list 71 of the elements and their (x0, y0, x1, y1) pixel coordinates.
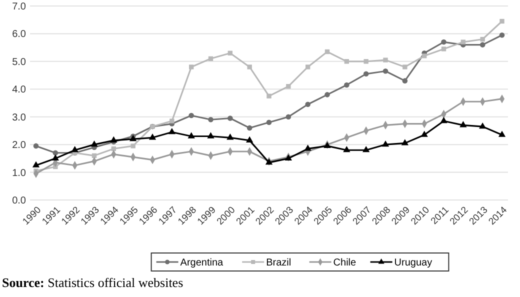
point (71, 146, 78, 152)
point (441, 46, 446, 52)
point (441, 39, 446, 45)
y-tick-label: 4.0 (12, 84, 26, 96)
point (498, 130, 506, 137)
point (188, 112, 194, 118)
point (52, 150, 58, 156)
y-tick-label: 6.0 (12, 29, 26, 40)
legend-label: Uruguay (394, 258, 432, 268)
point (286, 84, 291, 89)
point (304, 144, 312, 151)
point (228, 116, 233, 121)
point (305, 64, 310, 70)
point (362, 146, 370, 152)
point (383, 58, 388, 62)
point (52, 154, 59, 160)
point (402, 78, 408, 84)
y-tick-label: 0.0 (12, 196, 26, 206)
point (382, 140, 390, 147)
point (324, 92, 330, 98)
y-tick-label: 2.0 (12, 140, 26, 152)
point (130, 144, 136, 148)
point (344, 59, 350, 64)
point (305, 102, 310, 108)
point (226, 134, 234, 140)
point (420, 130, 428, 137)
y-tick-label: 3.0 (12, 112, 26, 124)
point (130, 134, 137, 142)
point (208, 116, 214, 122)
point (168, 128, 176, 134)
point (266, 120, 272, 126)
point (344, 82, 350, 88)
point (480, 36, 485, 42)
point (480, 42, 486, 48)
source-note: Source: Statistics official websites (2, 275, 184, 290)
y-tick-label: 7.0 (12, 2, 26, 12)
point (382, 68, 388, 74)
point (479, 122, 486, 129)
point (286, 114, 292, 120)
point (324, 49, 330, 54)
point (170, 118, 174, 124)
point (343, 146, 350, 152)
point (32, 161, 40, 168)
legend-label: Brazil (266, 258, 292, 268)
point (440, 116, 448, 124)
point (188, 64, 194, 70)
point (402, 64, 408, 70)
point (499, 32, 505, 38)
y-tick-label: 5.0 (12, 56, 26, 68)
point (363, 71, 369, 77)
point (110, 136, 118, 142)
point (148, 134, 156, 140)
point (422, 54, 427, 58)
y-tick-label: 1.0 (12, 168, 26, 179)
point (33, 143, 39, 149)
point (247, 64, 252, 70)
point (188, 132, 195, 138)
point (246, 136, 254, 142)
point (401, 139, 408, 146)
point (90, 140, 98, 147)
point (460, 40, 466, 44)
legend-label: Argentina (180, 258, 224, 268)
point (246, 125, 252, 131)
point (460, 121, 467, 128)
point (364, 59, 368, 64)
point (500, 18, 504, 24)
point (266, 94, 272, 98)
point (207, 132, 214, 138)
legend-label: Chile (333, 258, 357, 268)
point (228, 50, 233, 56)
point (208, 56, 214, 61)
